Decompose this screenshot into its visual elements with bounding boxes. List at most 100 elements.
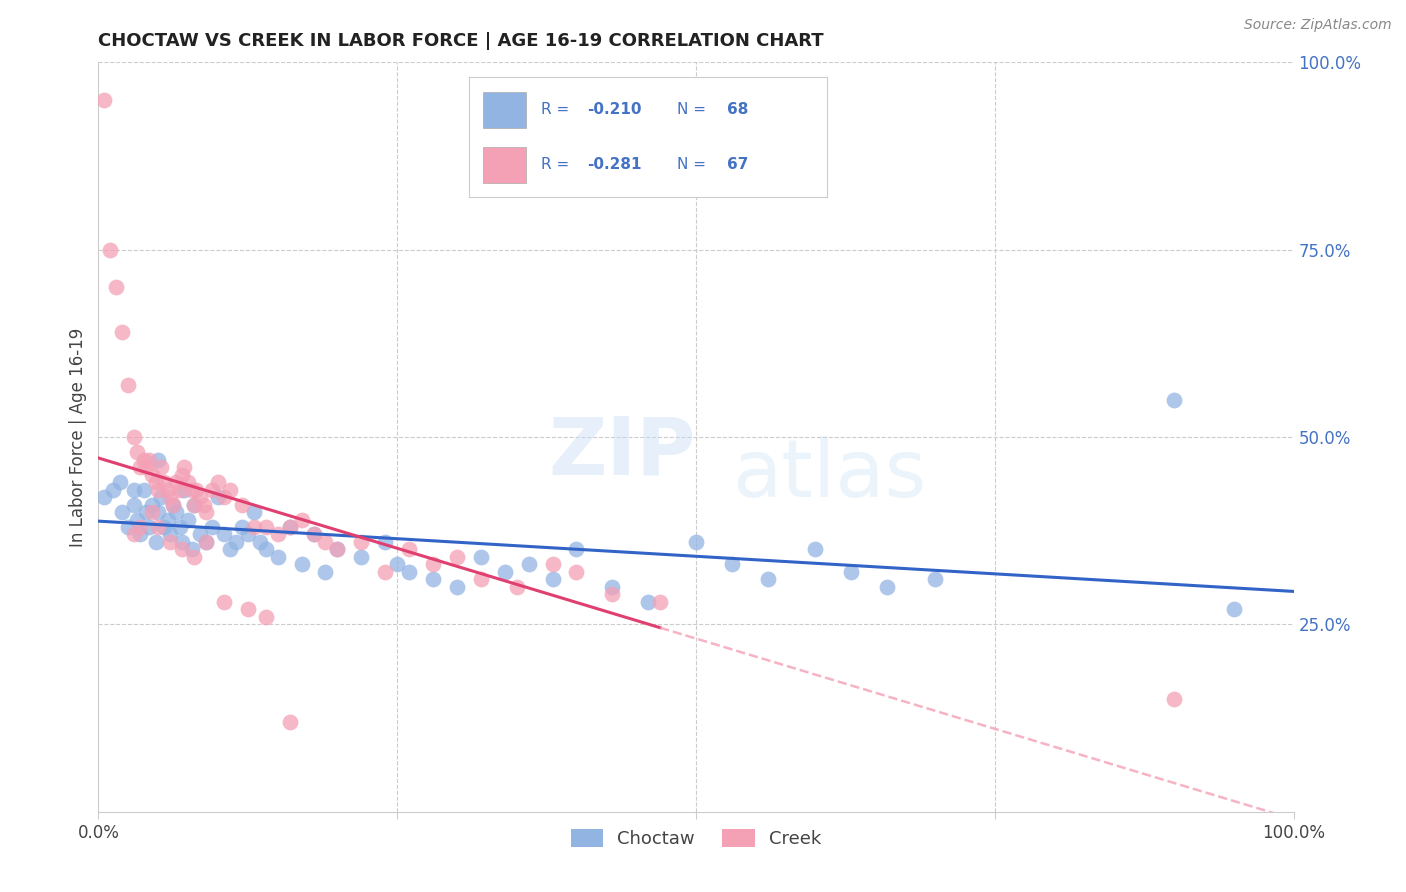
Point (153, 520, 176, 534)
Point (315, 535, 337, 549)
Point (165, 475, 187, 489)
Point (207, 490, 229, 504)
Point (350, 549, 373, 564)
Point (159, 535, 181, 549)
Point (129, 520, 152, 534)
Point (302, 527, 325, 541)
Point (446, 580, 468, 594)
Point (201, 520, 224, 534)
Point (183, 549, 205, 564)
Point (149, 490, 172, 504)
Point (125, 445, 148, 459)
Point (207, 475, 229, 489)
Point (201, 483, 224, 497)
Point (470, 549, 492, 564)
Point (186, 483, 208, 497)
Point (565, 565, 588, 579)
Point (278, 520, 301, 534)
Text: atlas: atlas (733, 435, 927, 514)
Point (470, 573, 492, 587)
Point (93, 93, 115, 107)
Point (212, 595, 235, 609)
Point (278, 520, 301, 534)
Point (129, 527, 152, 541)
Point (195, 505, 218, 519)
Y-axis label: In Labor Force | Age 16-19: In Labor Force | Age 16-19 (69, 327, 87, 547)
Point (169, 483, 191, 497)
Point (124, 430, 146, 444)
Point (302, 527, 325, 541)
Point (876, 580, 898, 594)
Point (195, 535, 218, 549)
Point (212, 490, 235, 504)
Legend: Choctaw, Creek: Choctaw, Creek (564, 822, 828, 855)
Point (159, 490, 181, 504)
Point (172, 467, 194, 482)
Point (177, 475, 200, 489)
Point (180, 483, 202, 497)
Point (124, 527, 146, 541)
Point (212, 527, 235, 541)
Point (756, 573, 779, 587)
Point (124, 483, 146, 497)
Point (267, 527, 290, 541)
Point (135, 460, 157, 475)
Point (685, 535, 707, 549)
Point (124, 498, 146, 512)
Point (93, 490, 115, 504)
Point (398, 542, 420, 557)
Point (650, 595, 672, 609)
Point (145, 535, 167, 549)
Point (141, 498, 163, 512)
Point (1223, 602, 1246, 616)
Point (236, 602, 259, 616)
Point (254, 520, 277, 534)
Point (141, 505, 163, 519)
Point (111, 505, 134, 519)
Point (225, 535, 247, 549)
Point (565, 542, 588, 557)
Point (291, 558, 314, 572)
Text: ZIP: ZIP (548, 413, 696, 491)
Point (153, 475, 176, 489)
Point (148, 452, 170, 467)
Point (254, 542, 277, 557)
Point (422, 558, 444, 572)
Point (188, 490, 211, 504)
Point (350, 535, 373, 549)
Point (326, 542, 349, 557)
Point (183, 498, 205, 512)
Point (249, 535, 271, 549)
Point (374, 565, 396, 579)
Point (149, 460, 172, 475)
Point (165, 505, 187, 519)
Point (541, 573, 564, 587)
Point (111, 325, 134, 339)
Point (219, 483, 242, 497)
Point (156, 483, 179, 497)
Point (145, 475, 167, 489)
Point (129, 460, 152, 475)
Point (101, 483, 124, 497)
Point (173, 460, 195, 475)
Point (231, 498, 253, 512)
Point (108, 475, 131, 489)
Point (162, 498, 184, 512)
Point (132, 452, 155, 467)
Point (138, 520, 160, 534)
Point (148, 520, 170, 534)
Point (183, 498, 205, 512)
Point (804, 542, 827, 557)
Point (637, 595, 659, 609)
Point (125, 512, 148, 526)
Point (541, 558, 564, 572)
Point (236, 527, 259, 541)
Point (162, 498, 184, 512)
Point (172, 535, 194, 549)
Point (278, 714, 301, 729)
Point (446, 549, 468, 564)
Point (721, 558, 744, 572)
Point (141, 467, 163, 482)
Point (177, 512, 200, 526)
Point (1163, 392, 1185, 407)
